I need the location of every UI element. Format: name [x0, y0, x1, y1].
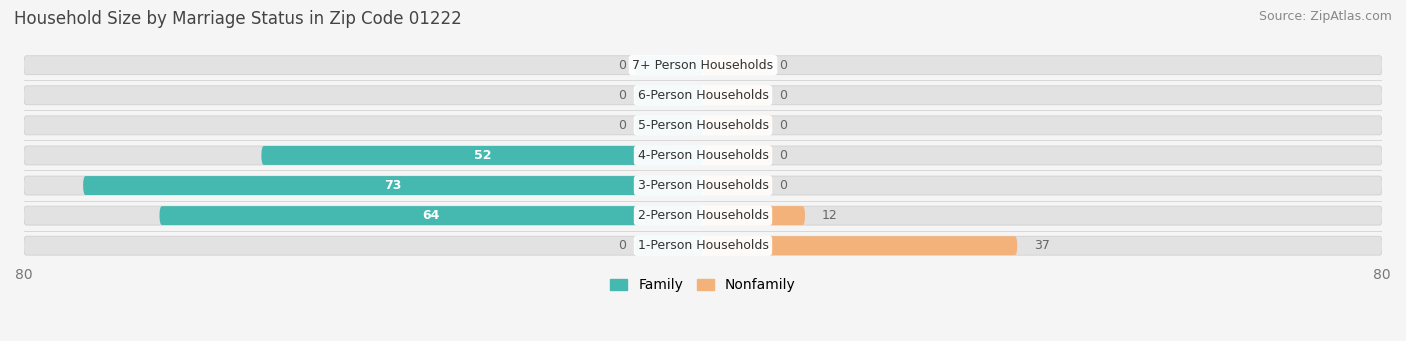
- Text: 64: 64: [423, 209, 440, 222]
- Text: 0: 0: [779, 149, 787, 162]
- FancyBboxPatch shape: [703, 86, 770, 105]
- FancyBboxPatch shape: [24, 86, 1382, 105]
- Text: Source: ZipAtlas.com: Source: ZipAtlas.com: [1258, 10, 1392, 23]
- Text: 0: 0: [779, 89, 787, 102]
- Text: 0: 0: [619, 239, 627, 252]
- FancyBboxPatch shape: [636, 116, 703, 135]
- FancyBboxPatch shape: [703, 116, 770, 135]
- FancyBboxPatch shape: [703, 206, 806, 225]
- FancyBboxPatch shape: [159, 206, 703, 225]
- FancyBboxPatch shape: [83, 176, 703, 195]
- Text: 1-Person Households: 1-Person Households: [637, 239, 769, 252]
- FancyBboxPatch shape: [703, 56, 770, 75]
- Text: 37: 37: [1033, 239, 1050, 252]
- FancyBboxPatch shape: [703, 146, 770, 165]
- Text: 0: 0: [779, 59, 787, 72]
- FancyBboxPatch shape: [24, 146, 1382, 165]
- FancyBboxPatch shape: [24, 56, 1382, 75]
- FancyBboxPatch shape: [24, 116, 1382, 135]
- Text: 3-Person Households: 3-Person Households: [637, 179, 769, 192]
- Text: 0: 0: [619, 59, 627, 72]
- FancyBboxPatch shape: [703, 176, 770, 195]
- FancyBboxPatch shape: [24, 236, 1382, 255]
- Text: 12: 12: [823, 209, 838, 222]
- Legend: Family, Nonfamily: Family, Nonfamily: [605, 273, 801, 298]
- FancyBboxPatch shape: [262, 146, 703, 165]
- Text: 0: 0: [779, 179, 787, 192]
- FancyBboxPatch shape: [24, 176, 1382, 195]
- FancyBboxPatch shape: [703, 236, 1018, 255]
- Text: 5-Person Households: 5-Person Households: [637, 119, 769, 132]
- FancyBboxPatch shape: [636, 236, 703, 255]
- FancyBboxPatch shape: [636, 86, 703, 105]
- Text: 73: 73: [384, 179, 402, 192]
- Text: 0: 0: [619, 119, 627, 132]
- Text: 6-Person Households: 6-Person Households: [637, 89, 769, 102]
- Text: 52: 52: [474, 149, 491, 162]
- Text: 4-Person Households: 4-Person Households: [637, 149, 769, 162]
- Text: 2-Person Households: 2-Person Households: [637, 209, 769, 222]
- FancyBboxPatch shape: [24, 206, 1382, 225]
- Text: Household Size by Marriage Status in Zip Code 01222: Household Size by Marriage Status in Zip…: [14, 10, 461, 28]
- Text: 7+ Person Households: 7+ Person Households: [633, 59, 773, 72]
- Text: 0: 0: [779, 119, 787, 132]
- Text: 0: 0: [619, 89, 627, 102]
- FancyBboxPatch shape: [636, 56, 703, 75]
